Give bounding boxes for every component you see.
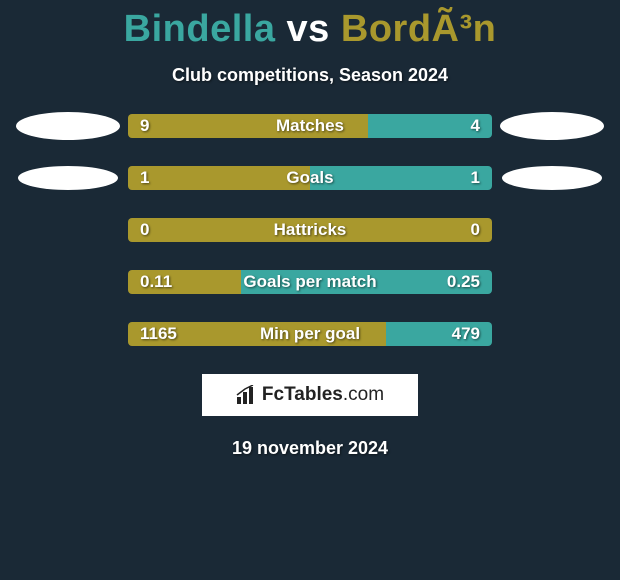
player2-name: BordÃ³n: [341, 8, 496, 50]
stat-label: Hattricks: [274, 220, 347, 240]
left-ellipse-slot: [8, 320, 128, 348]
date-text: 19 november 2024: [0, 438, 620, 459]
chart-bars-icon: [236, 385, 258, 405]
page-title: Bindella vs BordÃ³n: [0, 0, 620, 51]
stat-right-value: 0: [471, 220, 480, 240]
right-ellipse-slot: [492, 268, 612, 296]
stat-right-value: 1: [471, 168, 480, 188]
brand-box[interactable]: FcTables.com: [202, 374, 418, 416]
stat-left-value: 1: [140, 168, 149, 188]
right-ellipse-slot: [492, 112, 612, 140]
brand-text: FcTables.com: [262, 384, 384, 406]
stat-label: Goals per match: [243, 272, 376, 292]
right-ellipse-slot: [492, 320, 612, 348]
stat-bar: 9 Matches 4: [128, 114, 492, 138]
stat-row: 1165 Min per goal 479: [0, 320, 620, 348]
stat-row: 9 Matches 4: [0, 112, 620, 140]
stat-bar: 0 Hattricks 0: [128, 218, 492, 242]
subtitle: Club competitions, Season 2024: [0, 65, 620, 86]
stat-bar: 1 Goals 1: [128, 166, 492, 190]
stat-left-value: 0.11: [140, 272, 172, 292]
left-ellipse-slot: [8, 216, 128, 244]
player1-name: Bindella: [124, 8, 276, 50]
stat-left-value: 1165: [140, 324, 177, 344]
left-ellipse-slot: [8, 164, 128, 192]
stat-row: 1 Goals 1: [0, 164, 620, 192]
stat-bar: 1165 Min per goal 479: [128, 322, 492, 346]
bar-fill-right: [310, 166, 492, 190]
left-ellipse-slot: [8, 112, 128, 140]
stat-left-value: 9: [140, 116, 149, 136]
player-photo-placeholder: [16, 112, 120, 140]
stat-right-value: 4: [471, 116, 480, 136]
stat-label: Goals: [286, 168, 333, 188]
stat-left-value: 0: [140, 220, 149, 240]
left-ellipse-slot: [8, 268, 128, 296]
player-photo-placeholder: [500, 112, 604, 140]
right-ellipse-slot: [492, 216, 612, 244]
player-photo-placeholder: [502, 166, 602, 190]
stat-bar: 0.11 Goals per match 0.25: [128, 270, 492, 294]
bar-fill-left: [128, 166, 310, 190]
stat-label: Matches: [276, 116, 344, 136]
stat-label: Min per goal: [260, 324, 360, 344]
vs-text: vs: [287, 8, 330, 50]
stat-right-value: 479: [452, 324, 480, 344]
right-ellipse-slot: [492, 164, 612, 192]
stat-right-value: 0.25: [447, 272, 480, 292]
stat-row: 0.11 Goals per match 0.25: [0, 268, 620, 296]
stat-row: 0 Hattricks 0: [0, 216, 620, 244]
player-photo-placeholder: [18, 166, 118, 190]
